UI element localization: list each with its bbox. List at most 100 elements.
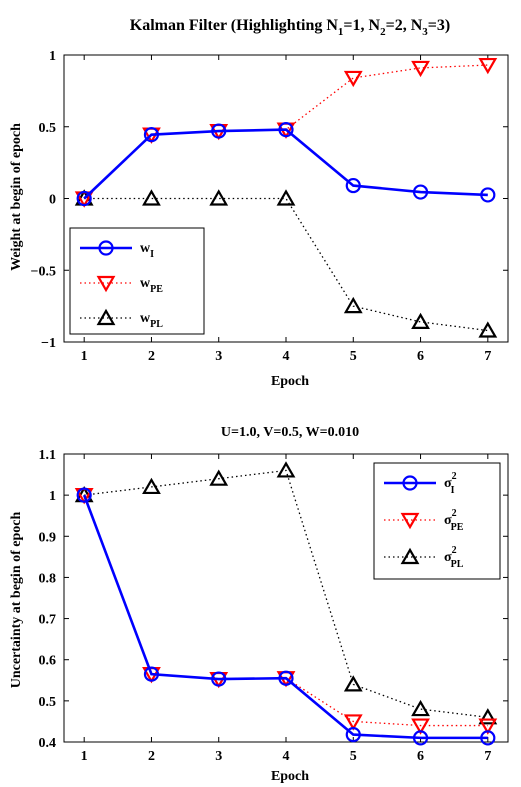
data-point: [478, 718, 498, 735]
legend-label: σ2 PL: [444, 545, 464, 570]
y-tick-label: −0.5: [31, 264, 56, 279]
chart2-xlabel: Epoch: [271, 769, 309, 784]
legend-label-sup: 2: [452, 471, 457, 482]
data-point: [76, 487, 92, 503]
y-tick-label: 0.6: [39, 654, 57, 669]
legend-label: wPE: [140, 276, 163, 295]
x-tick-label: 1: [81, 749, 88, 764]
data-point: [276, 189, 296, 206]
series-pe: [74, 57, 498, 208]
chart1-ylabel: Weight at begin of epoch: [9, 123, 24, 271]
chart1-title: Kalman Filter (Highlighting N1=1, N2=2, …: [130, 17, 450, 38]
x-tick-label: 7: [484, 749, 491, 764]
series-line: [82, 494, 488, 740]
series-pl: [74, 461, 498, 725]
series-line: [83, 128, 488, 200]
data-point: [412, 730, 429, 746]
y-tick-label: 1: [49, 49, 56, 64]
x-tick-label: 5: [350, 749, 357, 764]
data-point: [411, 718, 430, 735]
chart2-ylabel: Uncertainty at begin of epoch: [9, 512, 24, 689]
legend-label-base: σ: [444, 550, 452, 565]
data-point: [343, 296, 363, 314]
legend-marker: [402, 475, 418, 491]
legend-label: σ2 PE: [444, 508, 464, 533]
data-point: [278, 122, 294, 138]
data-point: [343, 714, 363, 731]
data-point: [211, 671, 227, 687]
y-tick-label: 0.5: [39, 695, 57, 710]
y-tick-label: 1: [49, 489, 56, 504]
legend-label-sub: I: [150, 249, 154, 260]
data-point: [142, 189, 161, 206]
data-point: [143, 127, 160, 143]
legend-marker: [96, 308, 116, 326]
x-tick-label: 4: [283, 349, 290, 364]
legend-label-sup: 2: [452, 545, 457, 556]
series-i: [76, 487, 496, 746]
data-point: [480, 187, 496, 203]
x-tick-label: 4: [283, 749, 290, 764]
x-tick-label: 2: [148, 349, 155, 364]
data-point: [76, 190, 92, 207]
x-tick-label: 1: [81, 349, 88, 364]
x-tick-label: 3: [215, 349, 222, 364]
x-tick-label: 6: [417, 349, 424, 364]
data-point: [345, 726, 361, 743]
data-point: [411, 60, 430, 78]
legend-marker: [98, 240, 114, 256]
legend-label-base: σ: [444, 476, 452, 491]
y-tick-label: 0.9: [39, 530, 57, 545]
x-tick-label: 5: [350, 349, 357, 364]
data-point: [276, 461, 296, 478]
y-tick-label: −1: [41, 336, 56, 351]
legend-marker: [400, 512, 420, 530]
legend-marker: [96, 275, 116, 293]
y-tick-label: 1.1: [39, 448, 57, 463]
legend-label: wPL: [140, 311, 163, 330]
y-tick-label: 0: [49, 193, 56, 208]
data-point: [480, 730, 496, 746]
data-point: [142, 477, 161, 495]
legend-label: wI: [140, 241, 154, 260]
data-point: [412, 184, 429, 200]
legend-label-sub: PL: [451, 559, 464, 570]
data-point: [209, 469, 229, 486]
legend-label-base: w: [140, 276, 151, 291]
legend-label-sub: PE: [150, 284, 163, 295]
data-point: [343, 675, 363, 692]
x-tick-label: 2: [148, 749, 155, 764]
data-point: [209, 189, 229, 206]
data-point: [478, 321, 498, 338]
chart1-xlabel: Epoch: [271, 374, 309, 389]
legend-box: [373, 462, 501, 580]
data-point: [211, 123, 227, 139]
legend-label-base: w: [140, 241, 151, 256]
x-tick-label: 6: [417, 749, 424, 764]
legend-label-sup: 2: [452, 508, 457, 519]
chart2-title: U=1.0, V=0.5, W=0.010: [221, 425, 359, 440]
y-tick-label: 0.4: [39, 736, 57, 751]
data-point: [411, 699, 430, 717]
legend-label-sub: PL: [150, 319, 163, 330]
legend-label: σ2 I: [444, 471, 457, 496]
data-point: [343, 70, 363, 88]
x-tick-label: 3: [215, 749, 222, 764]
data-point: [411, 312, 430, 330]
y-tick-label: 0.8: [39, 571, 57, 586]
data-point: [478, 57, 498, 75]
legend-box: [69, 227, 205, 335]
legend-label-base: σ: [444, 513, 452, 528]
legend-label-base: w: [140, 311, 151, 326]
series-line: [84, 469, 488, 718]
data-point: [143, 666, 160, 682]
legend-label-sub: I: [451, 485, 455, 496]
data-point: [278, 670, 294, 686]
legend-marker: [400, 547, 420, 565]
legend-label-sub: PE: [451, 522, 464, 533]
